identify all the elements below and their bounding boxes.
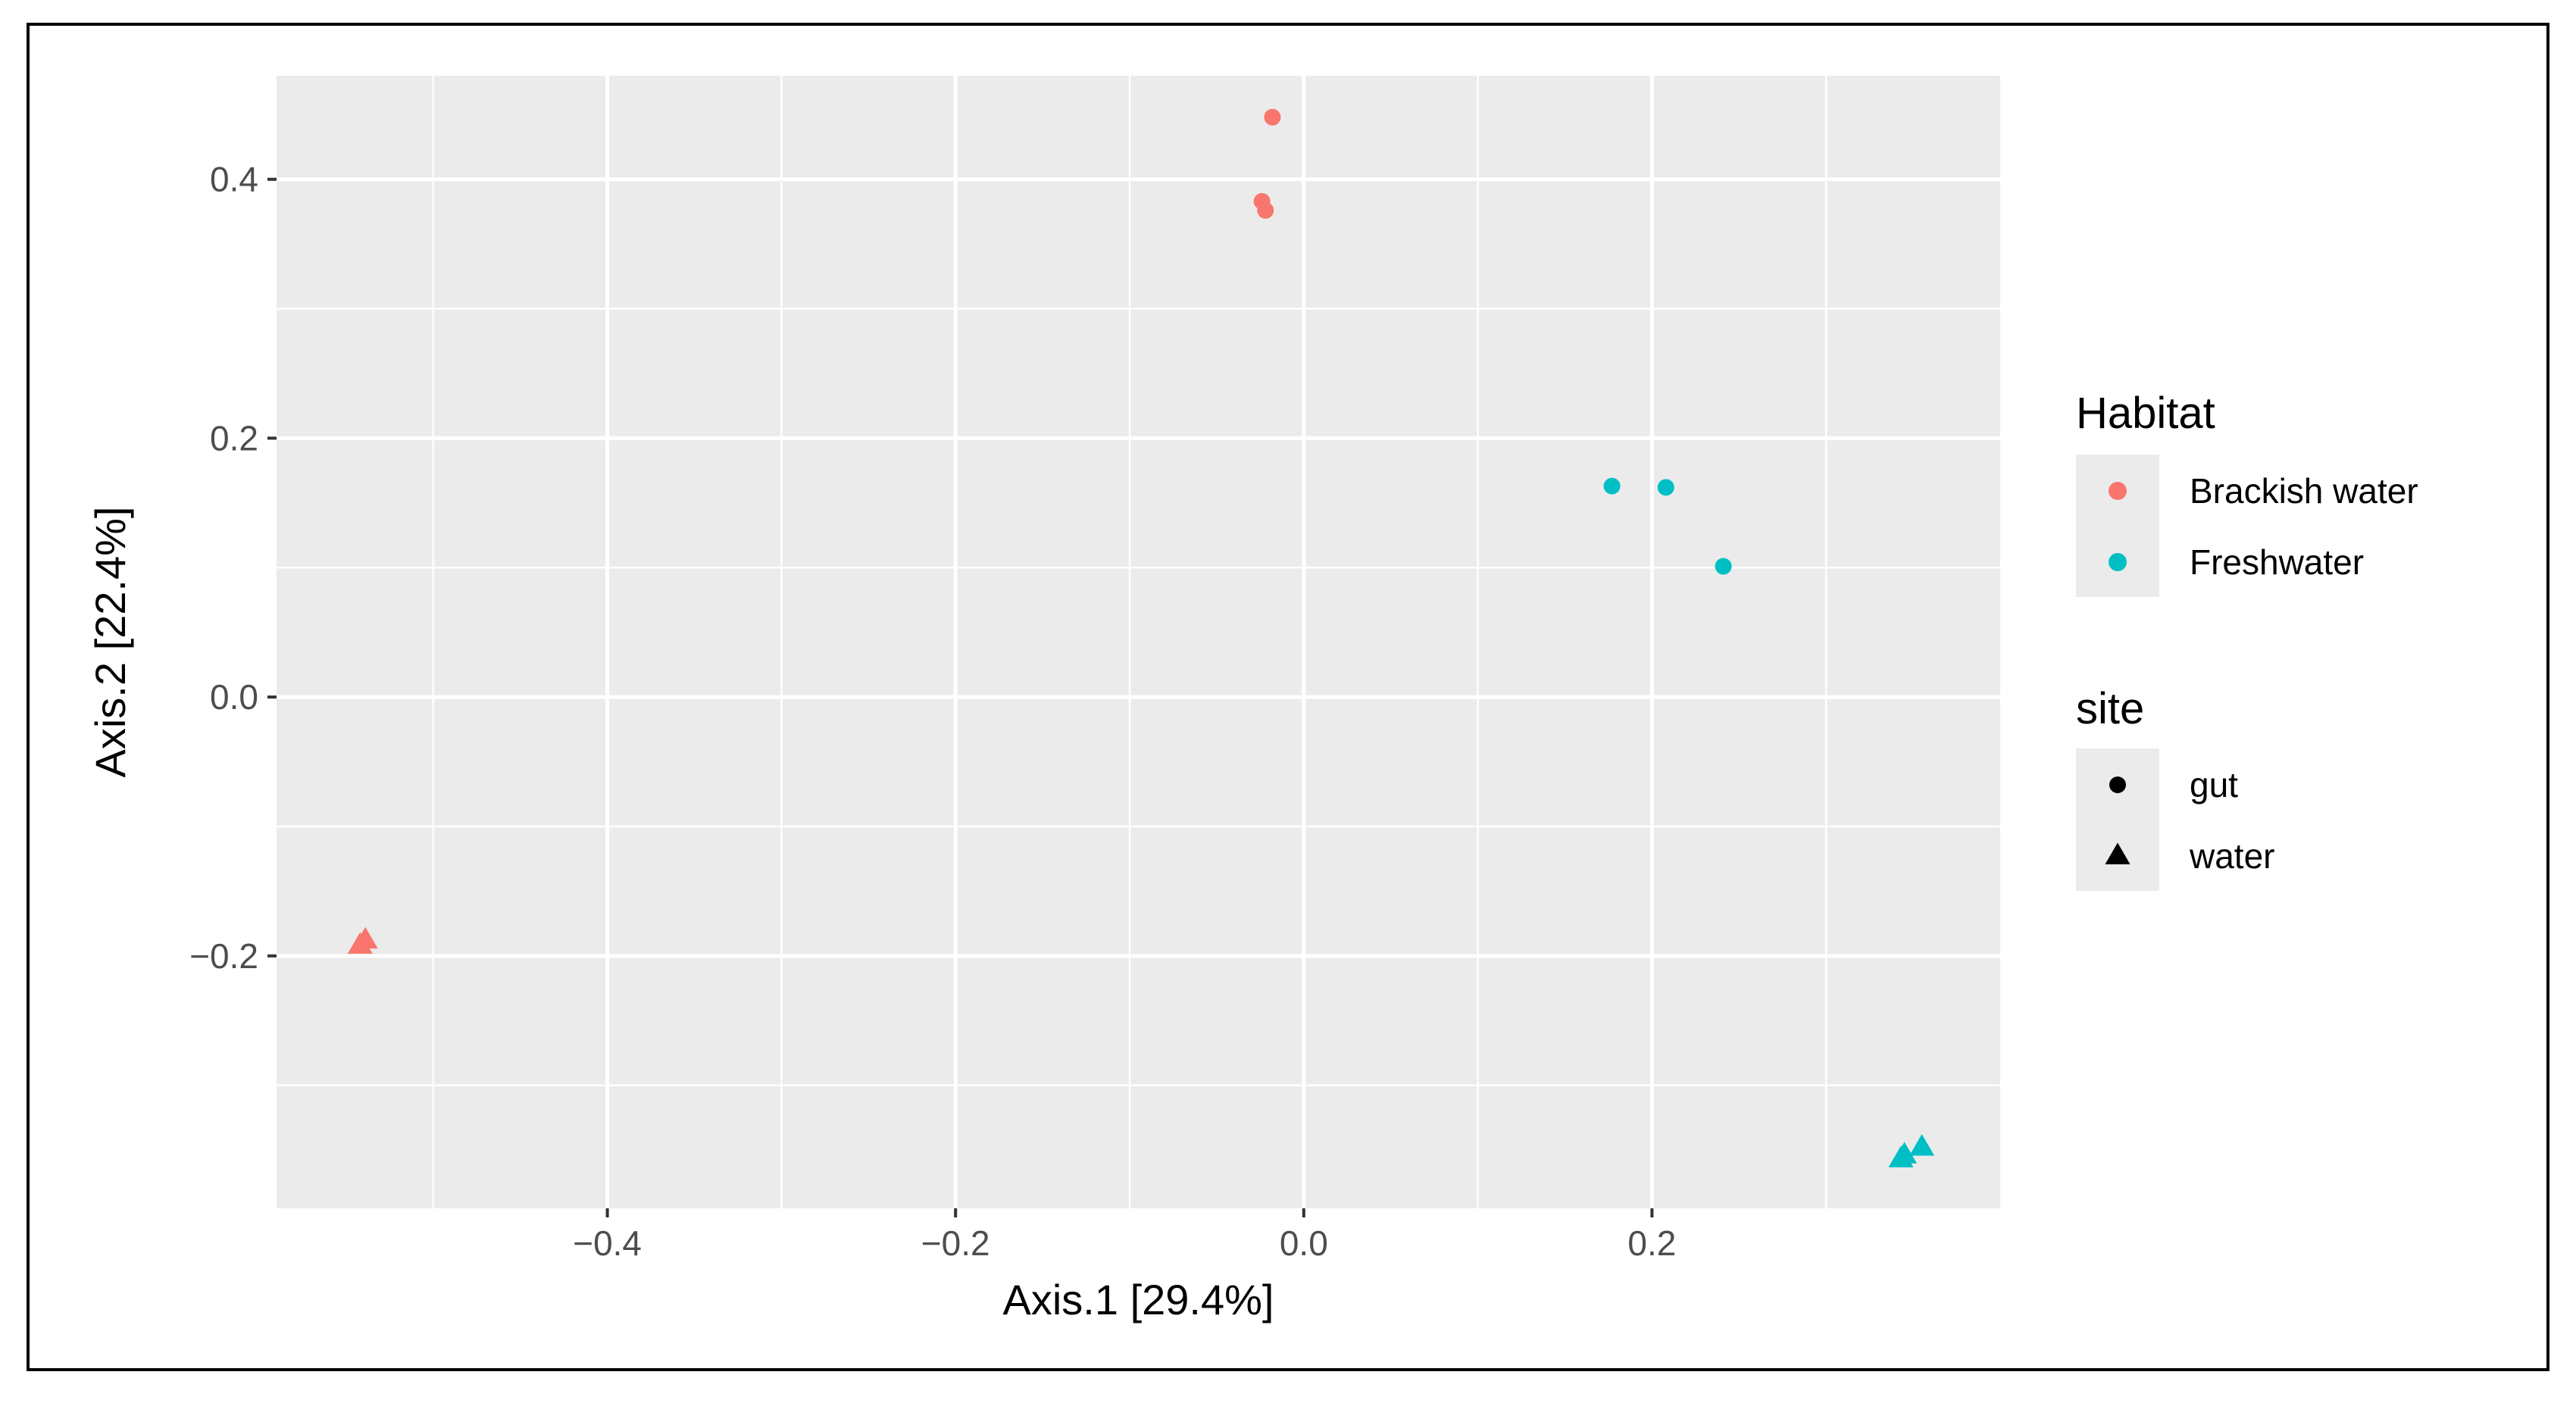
x-tick-label: 0.0 — [1280, 1223, 1328, 1263]
y-tick-label: −0.2 — [189, 936, 258, 976]
point-brackish-water-gut — [1257, 202, 1274, 219]
point-freshwater-gut — [1603, 477, 1621, 495]
legend-key-background — [2076, 748, 2159, 891]
point-brackish-water-water — [347, 932, 373, 954]
legend-label-freshwater: Freshwater — [2190, 542, 2364, 582]
major-gridlines — [277, 76, 2000, 1208]
point-freshwater-water — [1909, 1134, 1935, 1156]
axis-ticks — [267, 177, 1654, 1217]
data-points — [347, 108, 1935, 1167]
legend-habitat: Habitat Brackish water Freshwater — [2076, 389, 2418, 597]
minor-gridlines — [277, 76, 2000, 1208]
legend-key-water — [2105, 842, 2131, 864]
x-axis-tick-labels: −0.4 −0.2 0.0 0.2 — [573, 1223, 1676, 1263]
y-tick-label: 0.0 — [210, 677, 258, 717]
y-tick-label: 0.4 — [210, 160, 258, 199]
legend-label-brackish-water: Brackish water — [2190, 471, 2418, 511]
legend-label-water: water — [2189, 836, 2274, 876]
legend-key-brackish-water — [2109, 482, 2127, 500]
y-axis-title: Axis.2 [22.4%] — [86, 507, 134, 778]
point-freshwater-water — [1888, 1145, 1914, 1167]
legend-title-habitat: Habitat — [2076, 389, 2215, 438]
point-brackish-water-gut — [1264, 108, 1281, 126]
legend-key-background — [2076, 455, 2159, 597]
point-freshwater-gut — [1715, 558, 1732, 575]
point-freshwater-gut — [1657, 479, 1674, 496]
plot-panel — [277, 76, 2000, 1208]
legend-site: site gut water — [2076, 684, 2274, 891]
legend-title-site: site — [2076, 684, 2144, 733]
legend-key-gut — [2109, 776, 2126, 793]
y-axis-tick-labels: −0.2 0.0 0.2 0.4 — [189, 160, 258, 976]
x-axis-title: Axis.1 [29.4%] — [1003, 1276, 1274, 1323]
legend-label-gut: gut — [2190, 765, 2238, 805]
y-tick-label: 0.2 — [210, 418, 258, 458]
x-tick-label: −0.2 — [921, 1223, 990, 1263]
x-tick-label: 0.2 — [1627, 1223, 1676, 1263]
legend-key-freshwater — [2109, 553, 2127, 571]
x-tick-label: −0.4 — [573, 1223, 642, 1263]
